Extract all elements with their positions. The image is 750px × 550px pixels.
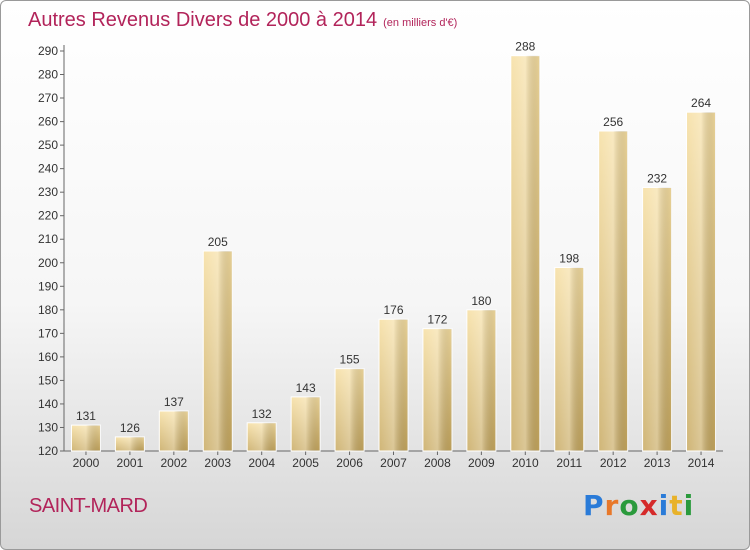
bar-sheen xyxy=(466,309,496,451)
value-label: 288 xyxy=(515,40,535,54)
bar-sheen xyxy=(379,319,408,451)
logo-letter: t xyxy=(669,489,684,522)
logo-letter: i xyxy=(683,489,695,522)
y-tick-label: 220 xyxy=(38,209,58,223)
y-tick-label: 180 xyxy=(38,303,58,317)
bar-sheen xyxy=(510,55,540,452)
bars xyxy=(70,55,717,452)
x-tick-label: 2001 xyxy=(117,456,144,470)
value-label: 256 xyxy=(603,115,623,129)
bar-sheen xyxy=(642,187,672,451)
value-label: 264 xyxy=(691,96,711,110)
bar-sheen xyxy=(598,131,628,451)
value-labels: 131 126 137 205 132 143 155 176 172 180 288 198 256 2… xyxy=(76,40,711,435)
value-label: 180 xyxy=(471,294,491,308)
commune-name: SAINT-MARD xyxy=(29,495,148,517)
y-tick-label: 200 xyxy=(38,256,58,270)
y-tick-label: 240 xyxy=(38,162,58,176)
proxiti-logo: Proxiti xyxy=(583,489,694,522)
value-label: 131 xyxy=(76,409,96,423)
y-tick-label: 290 xyxy=(38,44,58,58)
y-tick-label: 170 xyxy=(38,326,58,340)
logo-letter: i xyxy=(658,489,670,522)
y-tick-label: 160 xyxy=(38,350,58,364)
chart-title: Autres Revenus Divers de 2000 à 2014 (en … xyxy=(28,9,457,32)
y-tick-label: 270 xyxy=(38,91,58,105)
bar-sheen xyxy=(203,251,233,451)
bar-sheen xyxy=(115,436,145,451)
x-tick-label: 2010 xyxy=(512,456,539,470)
x-tick-label: 2014 xyxy=(688,456,715,470)
bar-sheen xyxy=(159,411,189,451)
x-tick-label: 2000 xyxy=(73,456,100,470)
logo-letter: P xyxy=(583,489,605,522)
chart-title-text: Autres Revenus Divers de 2000 à 2014 xyxy=(28,9,378,31)
value-label: 143 xyxy=(296,381,316,395)
y-tick-label: 150 xyxy=(38,373,58,387)
logo-letter: r xyxy=(604,489,620,522)
y-tick-label: 230 xyxy=(38,185,58,199)
value-label: 205 xyxy=(208,235,228,249)
value-label: 155 xyxy=(340,353,360,367)
x-tick-label: 2004 xyxy=(248,456,275,470)
y-tick-label: 280 xyxy=(38,68,58,82)
y-tick-label: 140 xyxy=(38,397,58,411)
y-tick-label: 250 xyxy=(38,138,58,152)
x-tick-label: 2003 xyxy=(204,456,231,470)
x-tick-label: 2012 xyxy=(600,456,627,470)
bar-sheen xyxy=(247,422,277,451)
y-tick-label: 190 xyxy=(38,279,58,293)
logo-letter: o xyxy=(619,489,640,522)
y-tick-label: 120 xyxy=(38,444,58,458)
value-label: 137 xyxy=(164,395,184,409)
value-label: 126 xyxy=(120,421,140,435)
y-tick-label: 210 xyxy=(38,232,58,246)
chart-unit: (en milliers d'€) xyxy=(383,17,458,29)
x-tick-label: 2009 xyxy=(468,456,495,470)
bar-sheen xyxy=(686,112,716,452)
x-tick-label: 2006 xyxy=(336,456,363,470)
value-label: 232 xyxy=(647,171,667,185)
x-tick-label: 2013 xyxy=(644,456,671,470)
bar-sheen xyxy=(71,425,101,451)
x-tick-label: 2007 xyxy=(380,456,407,470)
x-tick-label: 2005 xyxy=(292,456,319,470)
value-label: 176 xyxy=(383,303,403,317)
bar-sheen xyxy=(422,328,452,451)
value-label: 198 xyxy=(559,251,579,265)
logo-letter: x xyxy=(639,489,659,522)
y-tick-label: 260 xyxy=(38,115,58,129)
x-tick-label: 2011 xyxy=(556,456,582,470)
x-tick-label: 2008 xyxy=(424,456,451,470)
bar-sheen xyxy=(291,396,321,451)
bar-sheen xyxy=(554,267,584,451)
bar-sheen xyxy=(335,368,365,451)
x-tick-label: 2002 xyxy=(160,456,187,470)
value-label: 132 xyxy=(252,407,272,421)
value-label: 172 xyxy=(427,313,447,327)
y-tick-label: 130 xyxy=(38,420,58,434)
